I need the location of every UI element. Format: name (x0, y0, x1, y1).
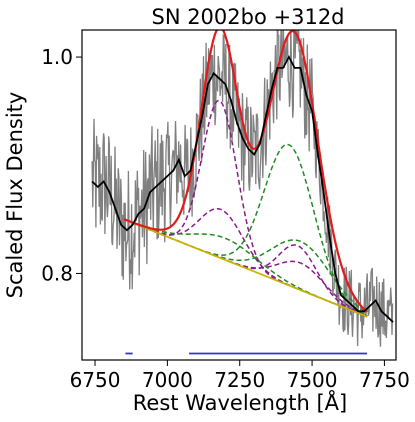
x-tick-label: 7500 (287, 368, 338, 392)
fit-component-green (123, 218, 368, 318)
x-tick-label: 7000 (142, 368, 193, 392)
x-tick-label: 6750 (70, 368, 121, 392)
y-tick-label: 0.8 (41, 261, 73, 285)
smoothed-spectrum (91, 55, 394, 323)
x-axis-label: Rest Wavelength [Å] (133, 389, 347, 415)
x-tick-label: 7750 (359, 368, 410, 392)
y-axis-label: Scaled Flux Density (3, 92, 27, 299)
total-fit-line (123, 30, 368, 313)
x-axis-ticks: 6750 7000 7250 7500 7750 (70, 360, 410, 392)
plot-frame (81, 29, 397, 361)
raw-spectrum (91, 30, 394, 347)
smoothed-spectrum-line (91, 55, 394, 323)
continuum-line (123, 218, 368, 318)
fit-components (123, 30, 368, 318)
x-tick-label: 7250 (214, 368, 265, 392)
y-tick-label: 1.0 (41, 45, 73, 69)
chart-title: SN 2002bo +312d (151, 5, 344, 29)
y-axis-ticks: 0.8 1.0 (41, 45, 82, 285)
raw-spectrum-line (91, 30, 394, 347)
